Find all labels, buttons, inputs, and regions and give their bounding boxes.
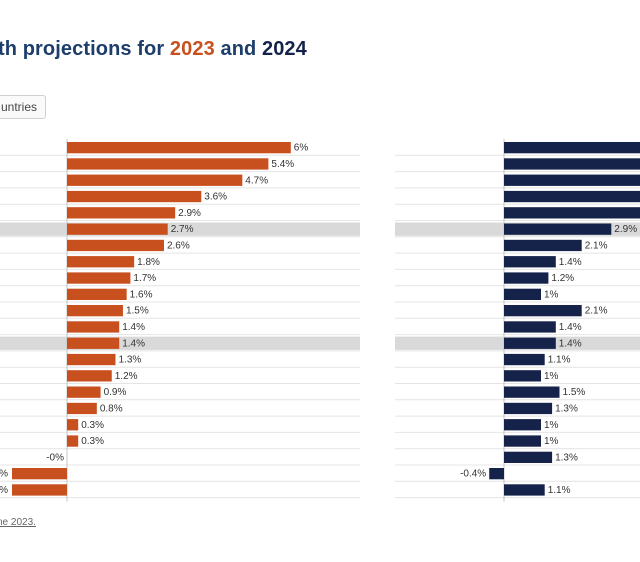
- bar-2023-6: [67, 239, 164, 252]
- bar-2023-15: [67, 386, 101, 398]
- data-label: 1.5%: [126, 306, 149, 317]
- bar-2023-8: [67, 272, 131, 284]
- data-label: 3.6%: [204, 192, 227, 203]
- data-label: 1%: [544, 436, 559, 447]
- bar-2024-10: [504, 305, 582, 317]
- title-year-2024: 2024: [261, 38, 307, 60]
- bar-2023-0: [67, 142, 291, 154]
- data-label: 1.5%: [563, 387, 586, 398]
- bar-2024-13: [504, 353, 545, 366]
- bar-2023-4: [67, 207, 176, 219]
- data-label: -0.4%: [460, 469, 486, 480]
- bar-2024-offscreen-3: [504, 190, 640, 203]
- data-label: 2.9%: [178, 208, 201, 219]
- bar-2024-21: [504, 484, 545, 496]
- data-label: 2.6%: [167, 240, 190, 251]
- data-label: 4.7%: [245, 175, 268, 186]
- data-label: 1%: [544, 371, 559, 382]
- data-label: 6%: [294, 143, 309, 154]
- bar-2024-offscreen-4: [504, 207, 640, 219]
- data-label: %: [0, 485, 8, 496]
- data-label: 1%: [544, 289, 559, 300]
- data-label: 1.7%: [133, 273, 156, 284]
- data-label: 1.6%: [130, 289, 153, 300]
- data-label: 1.8%: [137, 257, 160, 268]
- bar-2023-7: [67, 256, 135, 268]
- bar-2023-3: [67, 190, 202, 203]
- data-label: 2.7%: [171, 224, 194, 235]
- bar-2023-offscreen-21: [12, 484, 67, 496]
- bar-2023-14: [67, 370, 112, 382]
- data-label: 2.1%: [585, 240, 608, 251]
- chart-title: th projections for 2023 and 2024: [0, 38, 307, 61]
- source-link[interactable]: ne 2023.: [0, 517, 36, 528]
- bar-2023-18: [67, 435, 79, 447]
- bar-2024-offscreen-2: [504, 174, 640, 186]
- bar-2024-offscreen-1: [504, 158, 640, 170]
- data-label: 1.4%: [559, 322, 582, 333]
- title-and: and: [214, 38, 262, 60]
- bar-2023-16: [67, 402, 97, 415]
- data-label: 1.4%: [122, 338, 145, 349]
- data-label: 0.8%: [100, 403, 123, 414]
- bar-2023-10: [67, 305, 123, 317]
- data-label: 5.4%: [271, 159, 294, 170]
- data-label: 1%: [544, 420, 559, 431]
- bar-2023-2: [67, 174, 243, 186]
- data-label: 1.2%: [551, 273, 574, 284]
- bar-2023-1: [67, 158, 269, 170]
- data-label: 2.9%: [614, 224, 637, 235]
- data-label: 1.1%: [548, 355, 571, 366]
- data-label: 1.2%: [115, 371, 138, 382]
- bar-2023-11: [67, 321, 120, 333]
- bar-2024-offscreen-0: [504, 142, 640, 154]
- title-prefix: th projections for: [0, 38, 170, 60]
- data-label: -0%: [46, 452, 64, 463]
- bar-2024-7: [504, 256, 556, 268]
- bar-2024-17: [504, 419, 541, 431]
- data-label: 1.4%: [122, 322, 145, 333]
- bar-2024-12: [504, 337, 556, 349]
- bar-2023-offscreen-20: [12, 468, 67, 480]
- bar-2023-17: [67, 419, 79, 431]
- data-label: 1.1%: [548, 485, 571, 496]
- bar-2024-18: [504, 435, 541, 447]
- bar-2023-5: [67, 223, 168, 235]
- highlight-band: [0, 336, 360, 350]
- data-label: 1.3%: [118, 355, 141, 366]
- bar-2024-14: [504, 370, 541, 382]
- data-label: %: [0, 469, 8, 480]
- bar-2024-15: [504, 386, 560, 398]
- country-filter-label: untries: [1, 100, 38, 114]
- data-label: 1.3%: [555, 452, 578, 463]
- data-label: 2.1%: [585, 306, 608, 317]
- bar-2024-8: [504, 272, 549, 284]
- bar-2023-9: [67, 288, 127, 300]
- bar-2024-5: [504, 223, 612, 235]
- bar-2024-20: [489, 468, 504, 480]
- bar-2023-13: [67, 353, 116, 366]
- data-label: 1.4%: [559, 257, 582, 268]
- title-year-2023: 2023: [169, 38, 215, 60]
- bar-2024-19: [504, 451, 553, 463]
- bar-2024-9: [504, 288, 541, 300]
- country-filter-button[interactable]: untries: [0, 95, 47, 119]
- data-label: 0.3%: [81, 420, 104, 431]
- bar-2024-16: [504, 402, 553, 415]
- bar-2024-11: [504, 321, 556, 333]
- data-label: 0.3%: [81, 436, 104, 447]
- data-label: 1.3%: [555, 403, 578, 414]
- bar-2024-6: [504, 239, 582, 252]
- bar-2023-12: [67, 337, 120, 349]
- data-label: 1.4%: [559, 338, 582, 349]
- data-label: 0.9%: [104, 387, 127, 398]
